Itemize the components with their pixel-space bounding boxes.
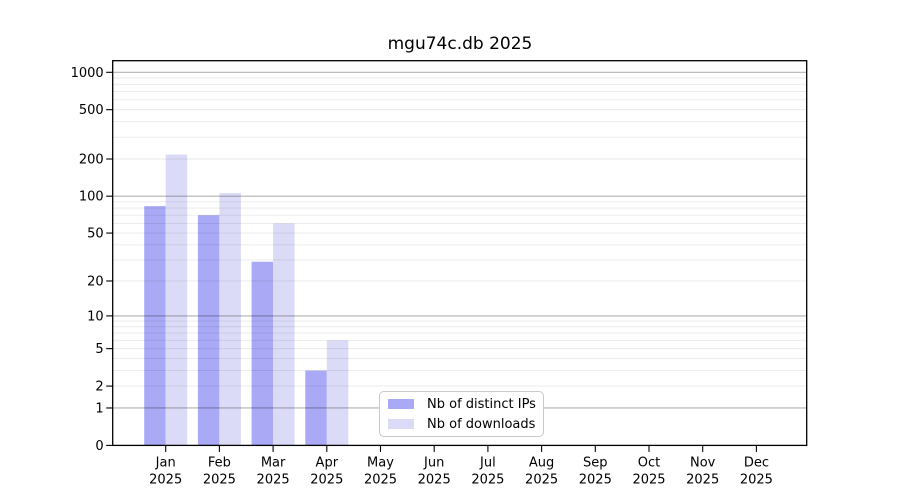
y-tick-label: 1000 (71, 66, 104, 81)
x-tick-label-year: 2025 (525, 473, 558, 488)
plot-border (112, 60, 808, 447)
y-tick-label: 5 (95, 342, 103, 357)
x-tick-label-year: 2025 (686, 473, 719, 488)
y-tick-label: 1 (95, 401, 103, 416)
bar-distinct-ips-apr (305, 370, 327, 446)
x-tick-label-month: Apr (316, 456, 339, 471)
x-tick-label-year: 2025 (149, 473, 182, 488)
bar-downloads-mar (273, 223, 295, 446)
bar-distinct-ips-jan (144, 206, 166, 446)
x-tick-label-month: Dec (744, 456, 769, 471)
legend-item-distinct-ips: Nb of distinct IPs (388, 396, 536, 412)
legend-swatch-downloads-icon (388, 419, 414, 429)
legend-item-downloads: Nb of downloads (388, 417, 535, 432)
chart-title: mgu74c.db 2025 (387, 34, 533, 54)
y-tick-label: 200 (79, 153, 104, 168)
bar-downloads-jan (165, 154, 188, 446)
chart-legend: Nb of distinct IPs Nb of downloads (379, 391, 544, 437)
y-tick-label: 2 (95, 380, 103, 395)
x-tick-label-year: 2025 (579, 473, 612, 488)
x-tick-label-year: 2025 (257, 473, 290, 488)
x-tick-label-month: Aug (529, 456, 554, 471)
bar-distinct-ips-feb (197, 215, 220, 446)
bar-downloads-apr (326, 340, 349, 446)
bar-downloads-feb (219, 193, 241, 446)
y-tick-label: 100 (79, 190, 104, 205)
x-tick-label-year: 2025 (632, 473, 665, 488)
y-tick-label: 10 (87, 309, 104, 324)
x-tick-label-year: 2025 (740, 473, 773, 488)
x-tick-label-month: Nov (690, 456, 716, 471)
legend-swatch-distinct-ips-icon (388, 399, 414, 409)
x-tick-label-year: 2025 (203, 473, 236, 488)
bar-distinct-ips-mar (251, 261, 274, 446)
y-tick-label: 20 (87, 274, 104, 289)
x-tick-label-month: May (367, 456, 394, 471)
x-tick-label-month: Jun (423, 456, 444, 471)
x-tick-label-year: 2025 (418, 473, 451, 488)
y-tick-label: 500 (79, 103, 104, 118)
x-tick-label-month: Sep (583, 456, 608, 471)
x-tick-label-month: Feb (208, 456, 231, 471)
x-tick-label-month: Oct (638, 456, 660, 471)
x-tick-label-month: Jul (479, 456, 496, 471)
x-tick-label-year: 2025 (364, 473, 397, 488)
x-tick-label-month: Mar (261, 456, 286, 471)
x-tick-label-year: 2025 (310, 473, 343, 488)
x-tick-label-year: 2025 (471, 473, 504, 488)
legend-label-downloads: Nb of downloads (427, 416, 536, 432)
legend-label-distinct-ips: Nb of distinct IPs (427, 396, 536, 412)
x-tick-label-month: Jan (155, 456, 176, 471)
y-tick-label: 50 (87, 227, 104, 242)
y-tick-label: 0 (95, 439, 103, 454)
